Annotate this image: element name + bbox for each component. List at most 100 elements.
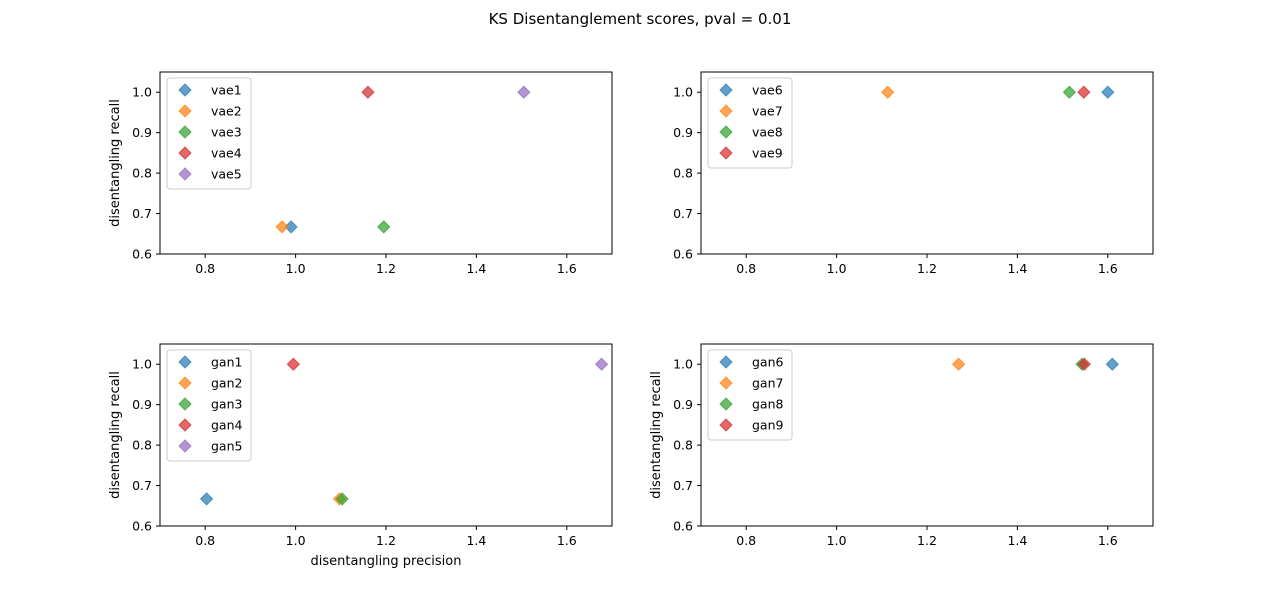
- legend-label-vae7: vae7: [752, 104, 783, 119]
- legend-label-gan3: gan3: [211, 397, 242, 412]
- legend-marker-vae8: [719, 125, 733, 139]
- legend-marker-gan4: [178, 418, 192, 432]
- x-tick-label: 1.4: [466, 261, 486, 276]
- point-gan9: [1077, 357, 1092, 371]
- y-tick-label: 0.8: [673, 438, 693, 453]
- legend-marker-gan5: [178, 439, 192, 453]
- x-tick-label: 0.8: [195, 533, 215, 548]
- x-tick-label: 1.6: [1098, 261, 1118, 276]
- legend-label-vae8: vae8: [752, 125, 783, 140]
- legend-marker-gan8: [719, 397, 733, 411]
- point-gan3: [335, 492, 349, 506]
- legend-label-gan4: gan4: [211, 418, 243, 433]
- y-tick-label: 0.7: [673, 478, 693, 493]
- y-tick-label: 0.9: [132, 125, 152, 140]
- legend-marker-gan3: [178, 397, 192, 411]
- legend-marker-gan2: [178, 376, 192, 390]
- y-tick-label: 0.9: [673, 125, 693, 140]
- legend-marker-gan1: [178, 355, 192, 369]
- point-vae2: [275, 220, 289, 234]
- x-tick-label: 0.8: [736, 261, 756, 276]
- data-points: [951, 357, 1120, 371]
- y-tick-label: 0.8: [132, 438, 152, 453]
- point-vae4: [361, 85, 375, 99]
- y-tick-label: 0.6: [673, 247, 693, 262]
- subplot-3: 0.8 1.0 1.2 1.4 1.6 0.6 0.7 0.8 0.9 1.0 disentangl…: [108, 343, 613, 569]
- y-tick-label: 0.6: [132, 247, 152, 262]
- y-axis-label: disentangling recall: [108, 371, 123, 499]
- legend: gan6 gan7 gan8 gan9: [707, 349, 793, 441]
- x-tick-label: 1.0: [286, 533, 306, 548]
- legend-marker-vae1: [178, 83, 192, 97]
- point-gan4: [286, 357, 301, 371]
- data-points: [880, 85, 1115, 99]
- legend: vae6 vae7 vae8 vae9: [707, 77, 793, 169]
- data-points: [275, 85, 531, 234]
- legend-label-vae5: vae5: [211, 167, 242, 182]
- y-axis-label: disentangling recall: [649, 371, 664, 499]
- x-tick-label: 1.0: [286, 261, 306, 276]
- point-gan6: [1105, 357, 1120, 371]
- legend-label-vae3: vae3: [211, 125, 242, 140]
- x-tick-label: 1.4: [1007, 533, 1027, 548]
- x-tick-label: 1.0: [827, 533, 847, 548]
- x-tick-label: 1.2: [917, 261, 937, 276]
- legend-frame: [707, 77, 793, 169]
- x-tick-label: 0.8: [195, 261, 215, 276]
- y-tick-label: 1.0: [673, 357, 693, 372]
- legend-frame: [166, 349, 252, 462]
- point-vae3: [377, 220, 391, 234]
- subplot-2: 0.8 1.0 1.2 1.4 1.60.60.70.80.91.0 vae6vae7va…: [673, 71, 1154, 276]
- point-vae6: [1101, 85, 1115, 99]
- point-vae1: [284, 220, 298, 234]
- legend-frame: [166, 77, 252, 190]
- x-tick-label: 1.2: [376, 533, 396, 548]
- point-gan5: [594, 357, 609, 371]
- point-vae7: [880, 85, 895, 99]
- legend: gan1 gan2 gan3 gan4 gan5: [166, 349, 252, 462]
- legend-marker-vae2: [178, 104, 192, 118]
- legend-label-vae6: vae6: [752, 83, 783, 98]
- y-tick-label: 0.7: [132, 478, 152, 493]
- data-points: [199, 357, 609, 506]
- legend-marker-gan7: [719, 376, 733, 390]
- y-tick-label: 1.0: [132, 357, 152, 372]
- point-vae9: [1077, 85, 1091, 99]
- y-tick-label: 0.6: [132, 519, 152, 534]
- legend-label-gan2: gan2: [211, 376, 242, 391]
- y-tick-label: 1.0: [673, 85, 693, 100]
- x-tick-label: 0.8: [736, 533, 756, 548]
- legend-marker-vae7: [719, 104, 733, 118]
- y-tick-label: 1.0: [132, 85, 152, 100]
- legend-marker-gan9: [719, 418, 733, 432]
- legend-label-gan7: gan7: [752, 376, 783, 391]
- x-tick-label: 1.6: [557, 261, 577, 276]
- y-tick-label: 0.9: [132, 397, 152, 412]
- point-vae5: [517, 85, 531, 99]
- legend-label-gan5: gan5: [211, 439, 242, 454]
- figure-title: KS Disentanglement scores, pval = 0.01: [489, 10, 792, 28]
- y-tick-label: 0.8: [132, 166, 152, 181]
- legend-marker-vae5: [178, 167, 192, 181]
- x-tick-label: 1.4: [466, 533, 486, 548]
- point-vae8: [1062, 85, 1077, 99]
- legend-label-gan6: gan6: [752, 355, 784, 370]
- legend: vae1 vae2 vae3 vae4 vae5: [166, 77, 252, 190]
- legend-label-vae9: vae9: [752, 146, 783, 161]
- y-axis-label: disentangling recall: [108, 99, 123, 227]
- legend-label-vae4: vae4: [211, 146, 242, 161]
- subplot-4: 0.8 1.0 1.2 1.4 1.6 0.6 0.7 0.8 0.9 1.0 disentangl…: [649, 343, 1154, 548]
- legend-marker-vae4: [178, 146, 192, 160]
- legend-label-vae1: vae1: [211, 83, 242, 98]
- point-gan1: [199, 492, 214, 506]
- x-axis-label: disentangling precision: [311, 554, 462, 569]
- legend-marker-vae9: [719, 146, 733, 160]
- x-tick-label: 1.2: [376, 261, 396, 276]
- legend-marker-gan6: [719, 355, 733, 369]
- x-tick-label: 1.0: [827, 261, 847, 276]
- x-tick-label: 1.4: [1007, 261, 1027, 276]
- point-gan7: [951, 357, 966, 371]
- legend-label-gan9: gan9: [752, 418, 784, 433]
- y-tick-label: 0.8: [673, 166, 693, 181]
